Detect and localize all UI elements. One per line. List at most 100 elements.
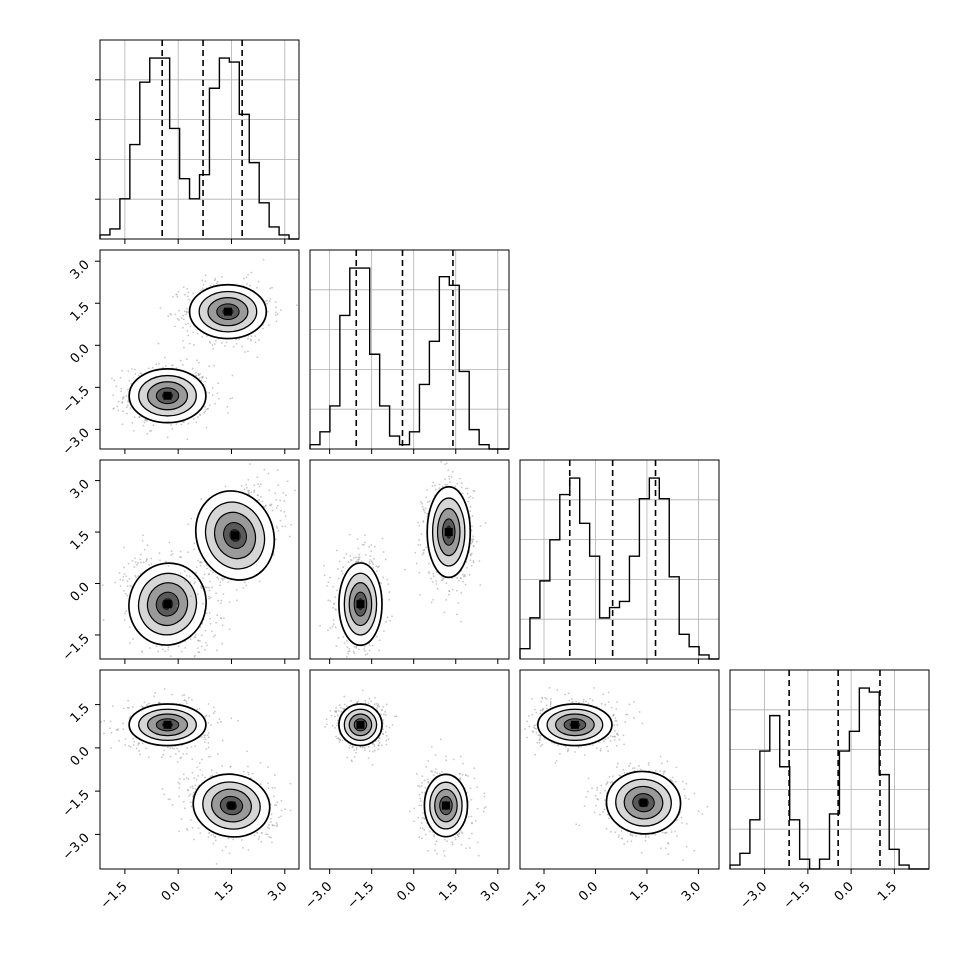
- scatter-point: [196, 332, 199, 335]
- scatter-point: [123, 619, 126, 621]
- scatter-point: [370, 560, 373, 563]
- scatter-point: [185, 358, 188, 361]
- scatter-point: [200, 586, 203, 589]
- scatter-point: [150, 557, 153, 560]
- scatter-point: [276, 313, 279, 316]
- scatter-point: [266, 302, 268, 305]
- scatter-point: [197, 639, 200, 642]
- scatter-point: [457, 601, 460, 604]
- scatter-point: [170, 554, 173, 557]
- scatter-point: [253, 489, 256, 492]
- scatter-point: [193, 577, 196, 580]
- scatter-point: [472, 496, 474, 499]
- scatter-point: [445, 582, 448, 585]
- scatter-point: [174, 313, 177, 316]
- panel-frame: [99, 459, 300, 660]
- scatter-point: [182, 326, 184, 329]
- scatter-point: [211, 386, 214, 389]
- scatter-point: [254, 335, 257, 337]
- scatter-point: [370, 675, 372, 677]
- scatter-point: [192, 417, 195, 420]
- scatter-point: [185, 700, 188, 703]
- scatter-point: [363, 648, 365, 651]
- scatter-point: [460, 591, 463, 594]
- scatter-point: [102, 619, 105, 621]
- scatter-point: [422, 552, 425, 554]
- scatter-point: [226, 412, 229, 414]
- scatter-point: [124, 592, 127, 595]
- scatter-point: [170, 364, 173, 367]
- scatter-point: [427, 571, 430, 573]
- scatter-point: [256, 476, 259, 479]
- scatter-point: [250, 271, 253, 274]
- scatter-point: [167, 648, 170, 651]
- scatter-point: [323, 574, 326, 577]
- scatter-point: [163, 793, 165, 796]
- scatter-point: [201, 279, 204, 282]
- scatter-point: [257, 483, 260, 486]
- scatter-point: [274, 301, 277, 304]
- scatter-point: [364, 653, 367, 656]
- scatter-point: [198, 707, 201, 710]
- scatter-point: [213, 364, 216, 367]
- scatter-point: [187, 334, 190, 337]
- scatter-point: [263, 468, 266, 471]
- scatter-point: [277, 484, 280, 487]
- scatter-point: [448, 475, 451, 478]
- scatter-point: [209, 596, 212, 599]
- scatter-point: [212, 635, 215, 638]
- scatter-point: [167, 315, 170, 317]
- scatter-point: [469, 510, 472, 513]
- scatter-point: [208, 715, 211, 717]
- scatter-point: [141, 650, 143, 653]
- scatter-point: [142, 424, 145, 427]
- scatter-point: [193, 777, 196, 779]
- scatter-point: [197, 559, 200, 562]
- scatter-point: [182, 286, 185, 289]
- scatter-point: [139, 558, 142, 561]
- scatter-point: [377, 565, 380, 568]
- scatter-point: [139, 753, 142, 756]
- scatter-point: [183, 346, 185, 349]
- scatter-point: [418, 571, 421, 574]
- scatter-point: [479, 584, 482, 587]
- scatter-point: [220, 599, 223, 602]
- scatter-point: [209, 341, 212, 344]
- scatter-point: [195, 371, 197, 374]
- scatter-point: [196, 647, 199, 650]
- scatter-point: [212, 348, 214, 350]
- scatter-point: [155, 363, 158, 366]
- scatter-point: [368, 562, 371, 565]
- scatter-point: [201, 376, 203, 379]
- scatter-point: [211, 586, 214, 589]
- scatter-point: [208, 612, 211, 614]
- scatter-point: [332, 585, 334, 588]
- scatter-point: [216, 576, 218, 579]
- histogram-step-line: [729, 687, 929, 870]
- scatter-point: [148, 563, 150, 566]
- scatter-point: [174, 753, 177, 756]
- scatter-point: [284, 525, 287, 528]
- scatter-point: [245, 483, 248, 486]
- scatter-point: [230, 717, 233, 720]
- scatter-point: [208, 365, 211, 368]
- scatter-point: [191, 758, 194, 761]
- scatter-point: [103, 720, 106, 722]
- scatter-point: [378, 639, 381, 642]
- scatter-point: [471, 515, 474, 518]
- scatter-point: [470, 542, 473, 545]
- scatter-point: [189, 581, 192, 584]
- scatter-point: [192, 787, 194, 790]
- scatter-point: [126, 706, 129, 709]
- scatter-point: [171, 428, 174, 430]
- scatter-point: [424, 511, 426, 514]
- scatter-point: [208, 391, 210, 394]
- scatter-point: [201, 602, 204, 605]
- scatter-point: [158, 362, 160, 365]
- scatter-point: [445, 598, 448, 601]
- scatter-point: [267, 766, 269, 769]
- scatter-point: [300, 496, 302, 498]
- scatter-point: [434, 484, 436, 487]
- scatter-point: [198, 374, 200, 376]
- scatter-point: [203, 736, 206, 739]
